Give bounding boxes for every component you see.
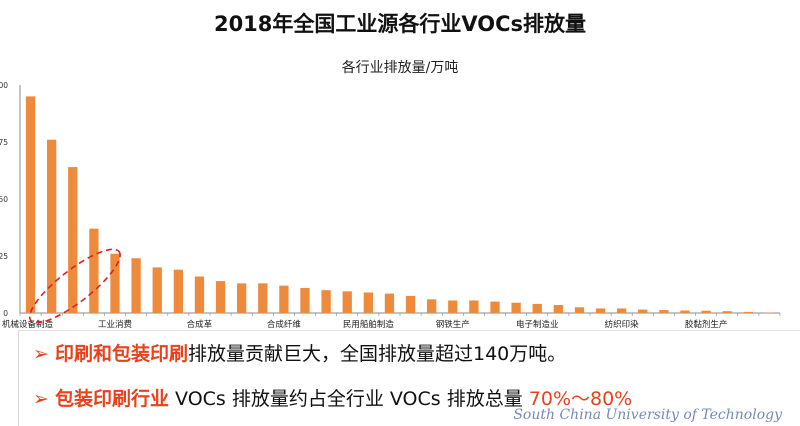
bar-chart: 1007550250机械设备制造工业消费合成革合成纤维民用船舶制造钢铁生产电子制… [0,0,800,335]
bar [364,292,373,313]
bar [596,308,605,313]
bar [448,300,457,313]
y-tick-label: 0 [3,309,8,318]
x-tick-label: 胶黏剂生产 [685,319,728,330]
bar [216,281,225,313]
y-tick-label: 25 [0,252,8,261]
bar [153,267,162,313]
bar [174,270,183,313]
bar [533,304,542,313]
bar [638,310,647,313]
x-tick-label: 合成革 [187,319,213,330]
bar [427,299,436,313]
bullet-highlight: 印刷和包装印刷 [55,343,188,365]
bar [575,307,584,313]
x-tick-label: 工业消费 [98,319,133,330]
bar [279,286,288,313]
bar [469,300,478,313]
bar [723,311,732,313]
bar [617,308,626,313]
bar [701,311,710,313]
x-tick-label: 钢铁生产 [436,319,470,330]
bar [554,305,563,313]
x-tick-label: 纺织印染 [605,319,640,330]
bar [321,290,330,313]
bar [659,310,668,313]
bar [490,302,499,313]
bar [744,312,753,313]
bullet-item-1: ➢ 印刷和包装印刷排放量贡献巨大，全国排放量超过140万吨。 [33,339,566,366]
bullet-text: 排放量贡献巨大，全国排放量超过140万吨。 [188,343,566,365]
bar [89,229,98,313]
y-tick-label: 100 [0,81,8,90]
bar [131,258,140,313]
bar [68,167,77,313]
arrow-bullet-icon: ➢ [33,388,49,410]
bullet-text: VOCs 排放量约占全行业 VOCs 排放总量 [169,388,529,410]
x-tick-label: 民用船舶制造 [343,319,395,330]
bar [237,283,246,313]
arrow-bullet-icon: ➢ [33,343,49,365]
bar [195,277,204,313]
bar [300,288,309,313]
bar [26,96,35,313]
bar [511,303,520,313]
university-footer: South China University of Technology [513,407,782,423]
y-tick-label: 75 [0,138,8,147]
x-tick-label: 电子制造业 [516,319,559,330]
bar [406,296,415,313]
bar [343,291,352,313]
bar [258,283,267,313]
y-tick-label: 50 [0,195,8,204]
x-tick-label: 合成纤维 [267,319,302,330]
bullet-highlight: 包装印刷行业 [55,388,169,410]
bar [680,310,689,313]
bar [385,294,394,313]
